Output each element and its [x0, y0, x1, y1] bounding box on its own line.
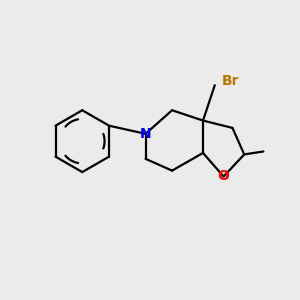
- Text: Br: Br: [222, 74, 240, 88]
- Text: N: N: [140, 127, 152, 141]
- Text: O: O: [218, 169, 230, 184]
